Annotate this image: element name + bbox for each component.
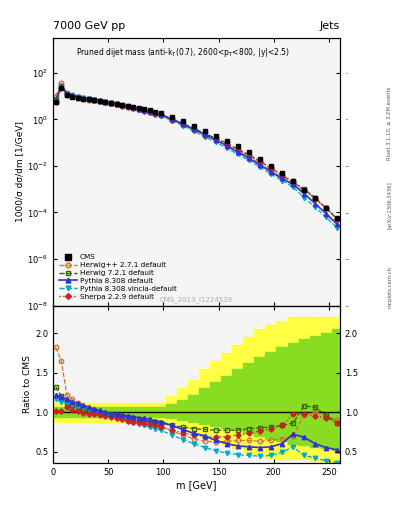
X-axis label: m [GeV]: m [GeV] — [176, 480, 217, 490]
Text: 7000 GeV pp: 7000 GeV pp — [53, 20, 126, 31]
Text: [arXiv:1306.3436]: [arXiv:1306.3436] — [387, 181, 392, 229]
Text: CMS_2013_I1224539: CMS_2013_I1224539 — [160, 296, 233, 303]
Text: Rivet 3.1.10, ≥ 3.2M events: Rivet 3.1.10, ≥ 3.2M events — [387, 86, 392, 160]
Y-axis label: 1000/σ dσ/dm [1/GeV]: 1000/σ dσ/dm [1/GeV] — [15, 121, 24, 222]
Legend: CMS, Herwig++ 2.7.1 default, Herwig 7.2.1 default, Pythia 8.308 default, Pythia : CMS, Herwig++ 2.7.1 default, Herwig 7.2.… — [57, 252, 179, 302]
Text: Jets: Jets — [320, 20, 340, 31]
Text: Pruned dijet mass (anti-k$_\mathrm{T}$(0.7), 2600<p$_\mathrm{T}$<800, |y|<2.5): Pruned dijet mass (anti-k$_\mathrm{T}$(0… — [76, 47, 290, 59]
Y-axis label: Ratio to CMS: Ratio to CMS — [23, 355, 32, 413]
Text: mcplots.cern.ch: mcplots.cern.ch — [387, 266, 392, 308]
